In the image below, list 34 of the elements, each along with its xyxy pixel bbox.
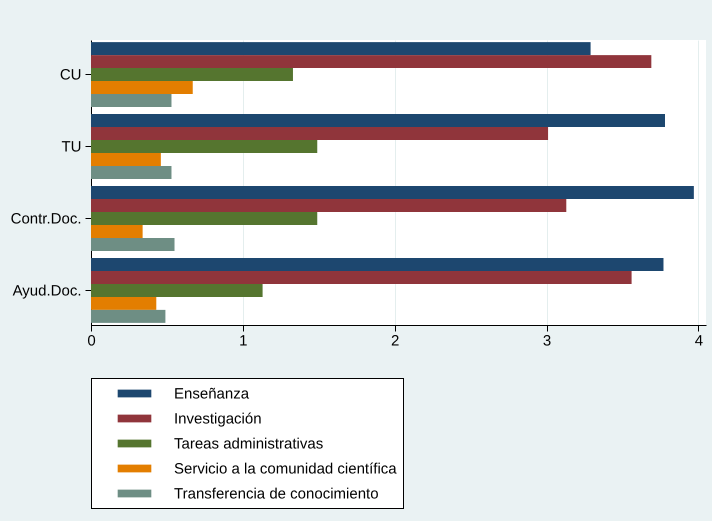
x-tick-label: 2 — [391, 332, 400, 350]
bar — [91, 212, 318, 225]
y-tick-label: Ayud.Doc. — [12, 282, 82, 300]
legend-label: Servicio a la comunidad científica — [174, 460, 398, 478]
bar — [91, 296, 156, 310]
bar — [91, 224, 143, 238]
legend-label: Enseñanza — [174, 386, 250, 402]
bar — [91, 42, 591, 56]
legend-label: Transferencia de conocimiento — [174, 486, 379, 502]
bar — [91, 284, 263, 297]
bar — [91, 55, 652, 68]
bar — [91, 127, 548, 140]
bar — [91, 199, 566, 212]
bar — [91, 153, 161, 166]
x-tick-label: 0 — [87, 332, 96, 350]
bar — [91, 81, 193, 94]
y-tick-label: CU — [60, 66, 82, 84]
legend-label: Investigación — [174, 410, 262, 428]
bar — [91, 140, 318, 154]
y-tick-label: Contr.Doc. — [10, 210, 82, 228]
bar — [91, 68, 293, 82]
bar — [91, 94, 172, 107]
y-tick-label: TU — [62, 138, 82, 156]
legend-label: Tareas administrativas — [174, 436, 324, 452]
bar — [91, 114, 665, 128]
x-tick-label: 3 — [542, 332, 552, 350]
bar — [91, 166, 172, 179]
bar — [91, 310, 166, 323]
bar — [91, 258, 664, 271]
x-tick-label: 4 — [694, 332, 704, 350]
bar — [91, 238, 175, 251]
x-tick-label: 1 — [239, 332, 248, 350]
bar — [91, 270, 632, 284]
bar — [91, 186, 694, 200]
